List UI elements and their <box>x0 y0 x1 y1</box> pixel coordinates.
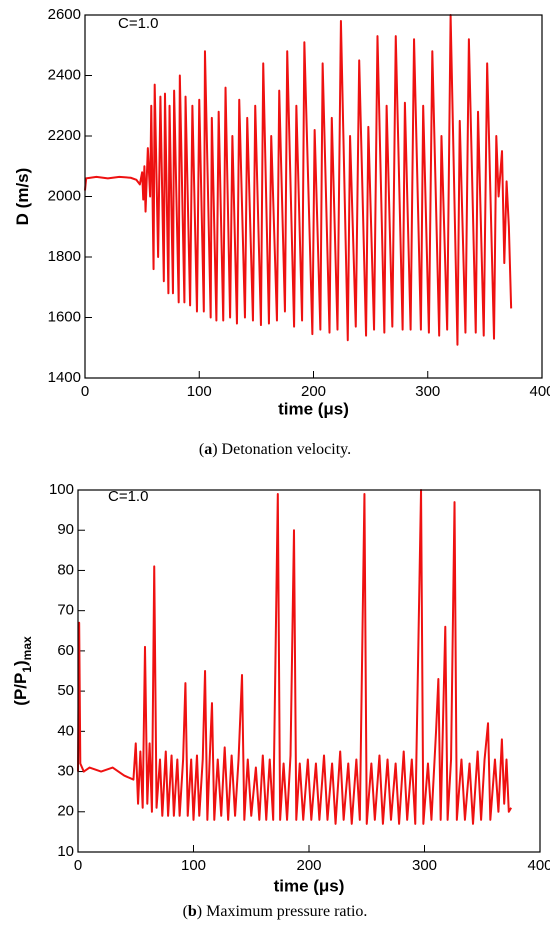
caption-part: ( <box>183 903 188 920</box>
y-axis-label-part: 1 <box>20 666 34 673</box>
y-tick-label: 2600 <box>48 6 81 23</box>
y-tick-label: 1600 <box>48 308 81 325</box>
caption: (b) Maximum pressure ratio. <box>183 903 368 920</box>
y-axis-label: D (m/s) <box>13 168 32 226</box>
caption-part: ( <box>199 441 204 458</box>
x-tick-label: 200 <box>301 383 326 400</box>
x-tick-label: 300 <box>412 857 437 874</box>
x-tick-label: 100 <box>187 383 212 400</box>
y-tick-label: 100 <box>49 481 74 498</box>
y-axis-label-part: D (m/s) <box>13 168 32 226</box>
y-axis-label-part: max <box>20 636 34 660</box>
y-tick-label: 1400 <box>48 369 81 386</box>
x-tick-label: 200 <box>296 857 321 874</box>
plot-frame <box>77 489 541 853</box>
caption-part: b <box>188 903 197 920</box>
y-tick-label: 60 <box>57 642 74 659</box>
caption-part: ) Detonation velocity. <box>212 441 351 458</box>
caption: (a) Detonation velocity. <box>199 441 351 458</box>
plot-frame <box>84 14 543 379</box>
y-tick-label: 90 <box>57 521 74 538</box>
y-tick-label: 2200 <box>48 127 81 144</box>
y-axis-label-part: (P/P <box>11 673 30 706</box>
y-tick-label: 50 <box>57 682 74 699</box>
x-tick-label: 400 <box>527 857 550 874</box>
annotation: C=1.0 <box>108 488 148 505</box>
annotation: C=1.0 <box>118 15 158 32</box>
x-tick-label: 400 <box>529 383 550 400</box>
y-axis-label-part: ) <box>11 660 30 666</box>
y-tick-label: 70 <box>57 602 74 619</box>
y-tick-label: 2000 <box>48 187 81 204</box>
data-line <box>84 14 513 346</box>
x-axis-label: time (μs) <box>274 876 345 895</box>
caption-part: ) Maximum pressure ratio. <box>197 903 368 920</box>
y-tick-label: 80 <box>57 561 74 578</box>
x-axis-label: time (μs) <box>278 399 349 418</box>
y-tick-label: 1800 <box>48 248 81 265</box>
x-tick-label: 100 <box>181 857 206 874</box>
y-tick-label: 2400 <box>48 66 81 83</box>
x-tick-label: 0 <box>81 383 89 400</box>
y-axis-label: (P/P1)max <box>11 636 34 706</box>
caption-part: a <box>204 441 212 458</box>
y-tick-label: 40 <box>57 722 74 739</box>
y-tick-label: 30 <box>57 763 74 780</box>
x-tick-label: 300 <box>415 383 440 400</box>
x-tick-label: 0 <box>74 857 82 874</box>
data-line <box>77 489 512 825</box>
y-tick-label: 10 <box>57 843 74 860</box>
y-tick-label: 20 <box>57 803 74 820</box>
